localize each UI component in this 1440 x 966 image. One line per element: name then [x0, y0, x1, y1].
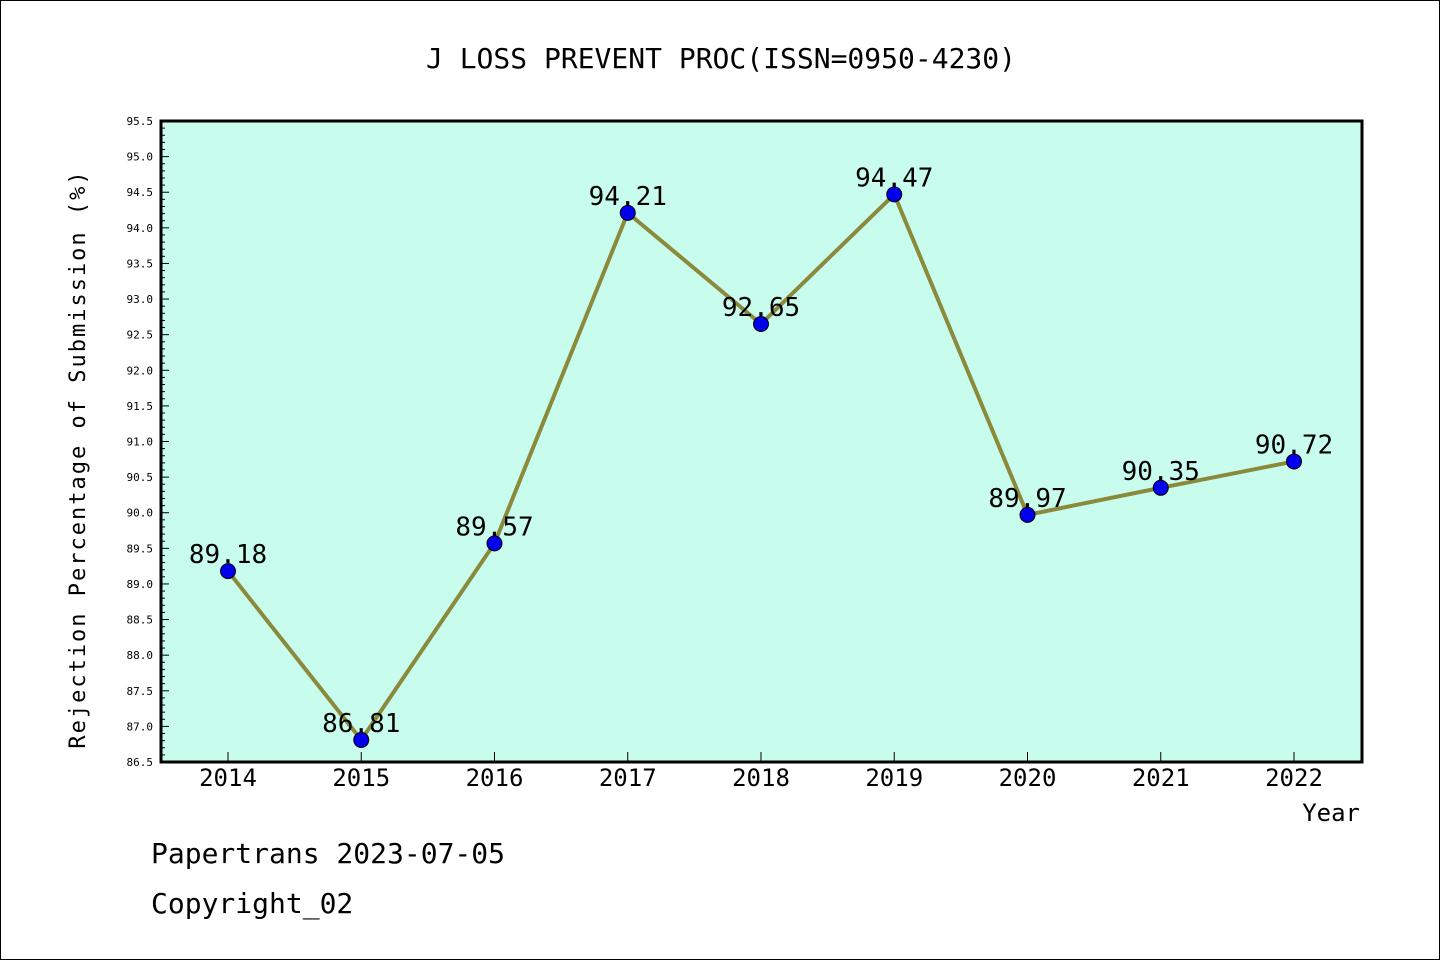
- data-labels: 89.18 86.81 89.57 94.21 92.65 94.47 89.97 90.35…: [189, 163, 1333, 739]
- x-tick-label: 2019: [865, 764, 923, 792]
- y-tick-label: 94.5: [127, 186, 154, 199]
- y-axis: 86.5 87.0 87.5 88.0 88.5 89.0 89.5 90.0 90.5 91.0…: [127, 115, 169, 769]
- data-label-2016: 89.57: [455, 512, 533, 542]
- data-label-2014: 89.18: [189, 540, 267, 570]
- data-label-2015: 86.81: [322, 709, 400, 739]
- data-point-2020: [1019, 506, 1036, 523]
- data-point-2021: [1152, 479, 1169, 496]
- x-tick-label: 2016: [466, 764, 524, 792]
- data-point-2016: [486, 535, 503, 552]
- data-label-2021: 90.35: [1122, 457, 1200, 487]
- y-tick-label: 90.0: [127, 507, 154, 520]
- series: [220, 186, 1302, 748]
- y-tick-label: 86.5: [127, 756, 154, 769]
- y-tick-label: 92.5: [127, 329, 154, 342]
- data-point-2018: [753, 315, 769, 332]
- chart-title: J LOSS PREVENT PROC(ISSN=0950-4230): [426, 42, 1016, 75]
- x-tick-label: 2015: [332, 764, 390, 792]
- x-tick-label: 2014: [199, 764, 257, 792]
- data-point-2017: [619, 204, 636, 221]
- y-tick-label: 93.0: [127, 293, 154, 306]
- x-tick-label: 2017: [599, 764, 657, 792]
- y-tick-label: 94.0: [127, 222, 154, 235]
- data-label-2019: 94.47: [855, 163, 933, 193]
- x-tick-label: 2021: [1132, 764, 1190, 792]
- y-tick-label: 93.5: [127, 257, 154, 270]
- data-label-2022: 90.72: [1255, 430, 1333, 460]
- y-tick-label: 91.5: [127, 400, 154, 413]
- y-tick-label: 88.5: [127, 614, 154, 627]
- data-point-2015: [353, 731, 370, 748]
- y-tick-label: 91.0: [127, 436, 154, 449]
- y-tick-label: 87.0: [127, 720, 154, 733]
- x-axis-label: Year: [1302, 799, 1360, 827]
- plot-area: [159, 119, 1364, 764]
- data-label-2020: 89.97: [988, 484, 1066, 514]
- y-tick-label: 90.5: [127, 471, 154, 484]
- data-label-2018: 92.65: [722, 293, 800, 323]
- y-tick-label: 88.0: [127, 649, 154, 662]
- footer-copyright: Copyright_02: [151, 887, 354, 920]
- x-axis: 2014 2015 2016 2017 2018 2019 2020 2021 2022: [199, 752, 1323, 792]
- data-point-2014: [220, 563, 236, 580]
- x-tick-label: 2022: [1265, 764, 1323, 792]
- y-tick-label: 95.0: [127, 151, 154, 164]
- y-tick-label: 92.0: [127, 364, 154, 377]
- y-tick-label: 89.5: [127, 542, 154, 555]
- footer-papertrans: Papertrans 2023-07-05: [151, 837, 506, 870]
- x-tick-label: 2018: [732, 764, 790, 792]
- data-label-2017: 94.21: [589, 182, 667, 212]
- y-tick-label: 95.5: [127, 115, 154, 128]
- data-point-2019: [886, 186, 903, 203]
- y-axis-label: Rejection Percentage of Submission (%): [66, 169, 91, 748]
- y-tick-label: 89.0: [127, 578, 154, 591]
- x-tick-label: 2020: [999, 764, 1057, 792]
- y-tick-label: 87.5: [127, 685, 154, 698]
- data-point-2022: [1286, 453, 1302, 470]
